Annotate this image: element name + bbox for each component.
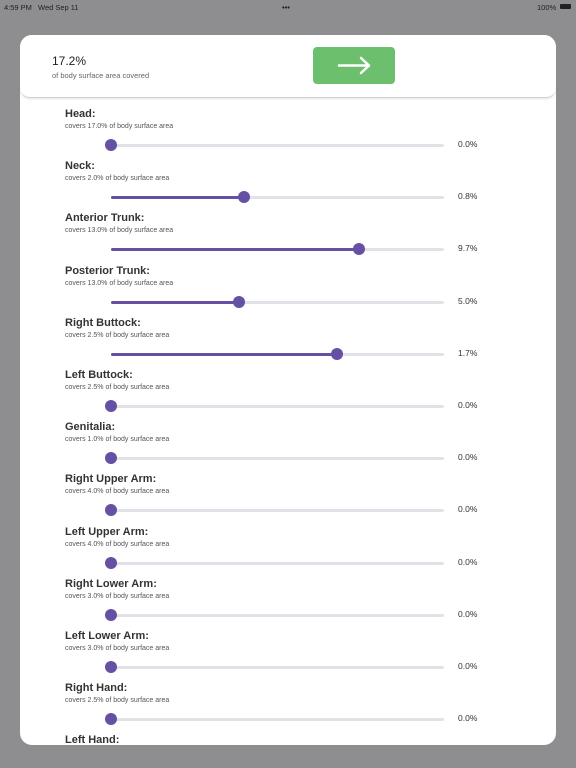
region-label: Left Buttock:: [65, 369, 133, 381]
slider-track[interactable]: [111, 191, 444, 204]
date: Wed Sep 11: [38, 3, 79, 12]
slider-fill: [111, 300, 240, 304]
region-value: 0.0%: [458, 400, 478, 410]
slider-track[interactable]: [111, 347, 444, 360]
region-label: Left Lower Arm:: [65, 630, 149, 642]
region-label: Right Hand:: [65, 682, 128, 695]
slider-track[interactable]: [105, 713, 444, 726]
slider-knob[interactable]: [105, 452, 117, 465]
region-list: Head: covers 17.0% of body surface area 0.…: [20, 97, 556, 745]
region-value: 0.0%: [458, 556, 478, 567]
modal: 17.2% of body surface area covered Head:…: [20, 35, 556, 745]
region-note: covers 3.0% of body surface area: [65, 645, 170, 652]
slider-knob[interactable]: [105, 608, 117, 621]
region-label: Left Upper Arm:: [65, 525, 149, 538]
status-bar: 4:59 PM Wed Sep 11 ••• 100%: [0, 0, 576, 14]
region-label: Right Upper Arm:: [65, 473, 157, 486]
slider-fill: [111, 196, 245, 200]
region-label: Right Lower Arm:: [65, 577, 157, 590]
time: 4:59 PM: [4, 3, 32, 12]
region-label: Left Hand:: [65, 734, 120, 745]
header: 17.2% of body surface area covered: [20, 35, 556, 98]
region-row: Right Upper Arm: covers 4.0% of body surf…: [20, 462, 556, 517]
region-label: Right Buttock:: [65, 316, 141, 329]
region-row: Left Hand:: [20, 723, 556, 745]
region-label: Posterior Trunk:: [65, 264, 150, 277]
slider-track[interactable]: [105, 608, 444, 621]
next-button[interactable]: [313, 47, 395, 84]
region-row: Left Upper Arm: covers 4.0% of body surfa…: [20, 515, 556, 569]
region-value: 9.7%: [458, 243, 478, 254]
region-value: 5.0%: [458, 295, 478, 306]
region-note: covers 2.0% of body surface area: [65, 175, 170, 183]
region-value: 0.0%: [458, 713, 478, 724]
region-label: Neck:: [65, 160, 95, 173]
arrow-icon: [337, 56, 371, 75]
region-note: covers 4.0% of body surface area: [65, 488, 170, 496]
slider-knob[interactable]: [331, 347, 344, 360]
region-note: covers 2.5% of body surface area: [65, 331, 170, 339]
slider-knob[interactable]: [105, 661, 117, 673]
dots: •••: [282, 3, 290, 12]
slider-knob[interactable]: [105, 400, 117, 412]
slider-knob[interactable]: [105, 504, 117, 517]
slider-knob[interactable]: [105, 713, 117, 726]
slider-knob[interactable]: [105, 139, 117, 151]
region-row: Left Lower Arm: covers 3.0% of body surfa…: [20, 619, 556, 673]
region-row: Neck: covers 2.0% of body surface area 0.8…: [20, 149, 556, 204]
region-row: Anterior Trunk: covers 13.0% of body surf…: [20, 201, 556, 256]
slider-knob[interactable]: [233, 295, 246, 308]
slider-track[interactable]: [105, 556, 444, 569]
region-note: covers 13.0% of body surface area: [65, 227, 174, 235]
region-label: Head:: [65, 108, 96, 120]
slider-track[interactable]: [105, 661, 444, 673]
slider-track[interactable]: [105, 139, 444, 151]
slider-knob[interactable]: [238, 191, 251, 204]
region-value: 0.0%: [458, 608, 478, 619]
region-row: Posterior Trunk: covers 13.0% of body sur…: [20, 254, 556, 308]
region-value: 1.7%: [458, 347, 478, 358]
slider-knob[interactable]: [353, 243, 366, 256]
slider-track[interactable]: [105, 452, 444, 465]
region-row: Genitalia: covers 1.0% of body surface ar…: [20, 410, 556, 465]
region-value: 0.0%: [458, 452, 478, 463]
slider-fill: [111, 352, 338, 356]
region-note: covers 3.0% of body surface area: [65, 592, 170, 600]
region-value: 0.8%: [458, 191, 478, 202]
region-note: covers 17.0% of body surface area: [65, 123, 174, 130]
caption: of body surface area covered: [52, 71, 150, 80]
region-note: covers 13.0% of body surface area: [65, 279, 174, 287]
region-row: Left Buttock: covers 2.5% of body surface…: [20, 358, 556, 412]
region-label: Genitalia:: [65, 421, 116, 434]
region-row: Right Hand: covers 2.5% of body surface a…: [20, 671, 556, 726]
region-note: covers 2.5% of body surface area: [65, 697, 170, 705]
region-row: Head: covers 17.0% of body surface area 0.…: [20, 97, 556, 151]
region-note: covers 4.0% of body surface area: [65, 540, 170, 548]
region-note: covers 2.5% of body surface area: [65, 384, 170, 391]
total: 17.2%: [52, 54, 87, 68]
region-note: covers 1.0% of body surface area: [65, 436, 170, 444]
slider-fill: [111, 248, 360, 252]
region-value: 0.0%: [458, 504, 478, 515]
slider-track[interactable]: [105, 400, 444, 412]
region-label: Anterior Trunk:: [65, 212, 145, 225]
slider-track[interactable]: [105, 504, 444, 517]
battery-icon: [560, 4, 571, 9]
region-value: 0.0%: [458, 139, 478, 149]
battery: 100%: [537, 3, 557, 12]
slider-track[interactable]: [111, 295, 444, 308]
region-row: Right Lower Arm: covers 3.0% of body surf…: [20, 567, 556, 621]
slider-track[interactable]: [111, 243, 444, 256]
region-row: Right Buttock: covers 2.5% of body surfac…: [20, 306, 556, 360]
region-value: 0.0%: [458, 661, 478, 671]
slider-knob[interactable]: [105, 556, 117, 569]
